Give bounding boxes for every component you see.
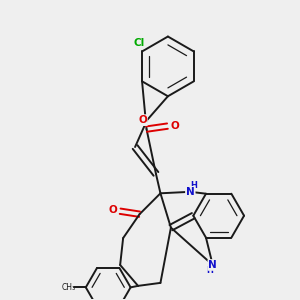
Text: N: N: [186, 187, 195, 197]
Text: CH₃: CH₃: [61, 283, 76, 292]
Text: Cl: Cl: [134, 38, 145, 47]
Text: O: O: [138, 115, 147, 125]
Text: H: H: [190, 181, 197, 190]
Text: O: O: [108, 205, 117, 215]
Text: O: O: [170, 121, 179, 131]
Text: H: H: [206, 266, 213, 275]
Text: N: N: [208, 260, 217, 270]
